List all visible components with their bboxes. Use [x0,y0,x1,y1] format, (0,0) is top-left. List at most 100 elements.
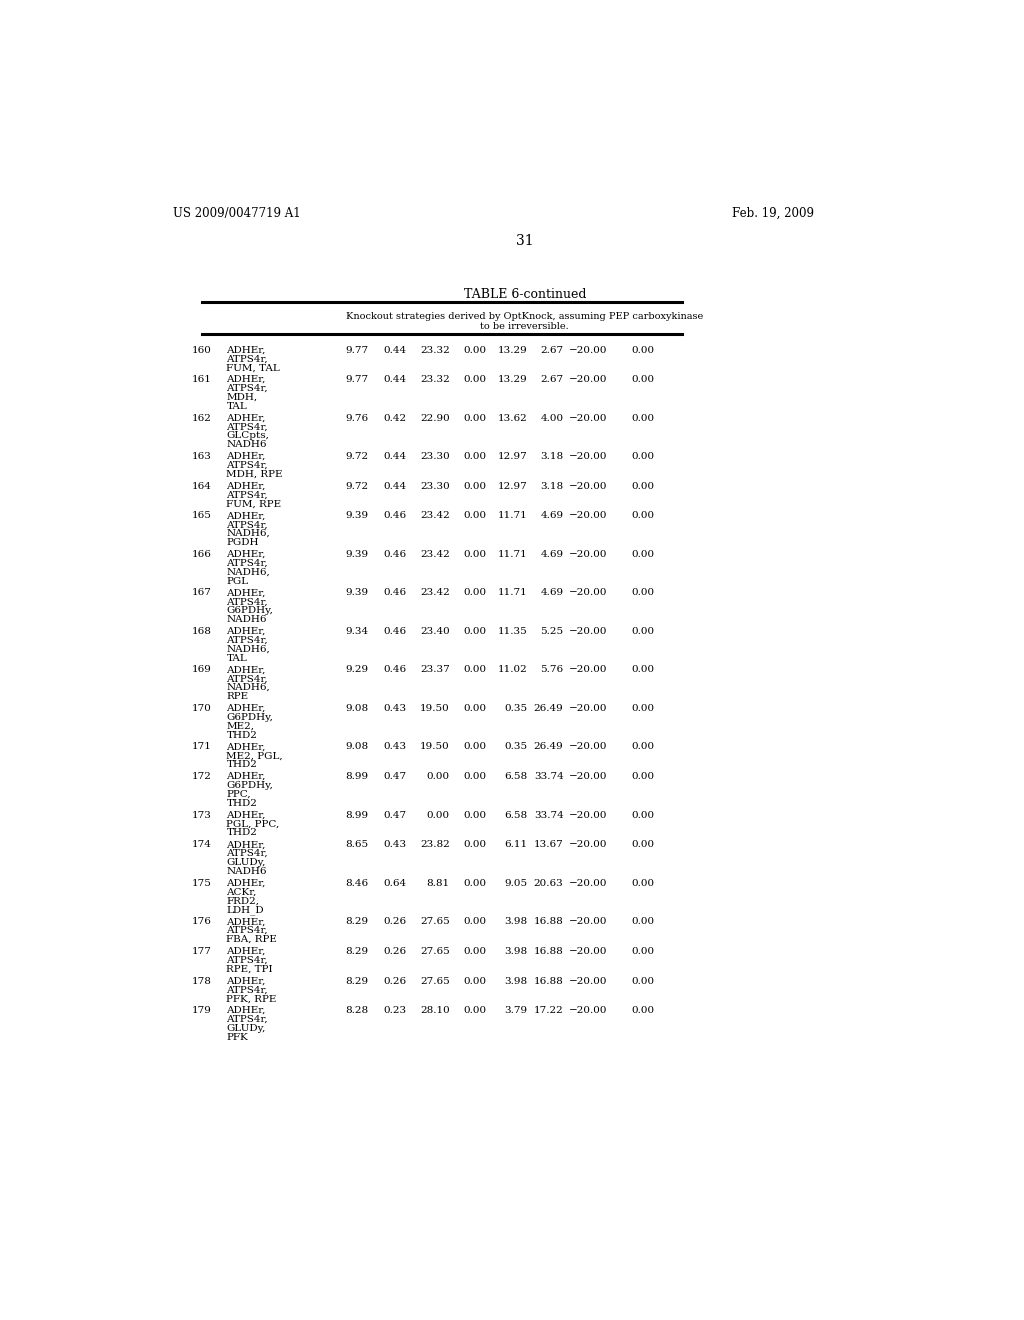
Text: 4.00: 4.00 [541,413,563,422]
Text: −20.00: −20.00 [568,742,607,751]
Text: 13.67: 13.67 [534,841,563,849]
Text: 6.11: 6.11 [504,841,527,849]
Text: 0.00: 0.00 [632,742,655,751]
Text: 0.00: 0.00 [427,810,450,820]
Text: 176: 176 [191,917,212,927]
Text: 0.00: 0.00 [632,453,655,461]
Text: 17.22: 17.22 [534,1006,563,1015]
Text: 0.00: 0.00 [632,704,655,713]
Text: GLUDy,: GLUDy, [226,858,266,867]
Text: 8.29: 8.29 [345,946,369,956]
Text: NADH6: NADH6 [226,867,267,875]
Text: 3.98: 3.98 [504,946,527,956]
Text: TAL: TAL [226,401,247,411]
Text: 13.29: 13.29 [498,346,527,355]
Text: −20.00: −20.00 [568,879,607,888]
Text: 9.72: 9.72 [345,453,369,461]
Text: ATPS4r,: ATPS4r, [226,354,268,363]
Text: 16.88: 16.88 [534,917,563,927]
Text: 0.00: 0.00 [464,879,486,888]
Text: ADHEr,: ADHEr, [226,665,266,675]
Text: 0.00: 0.00 [464,704,486,713]
Text: 23.82: 23.82 [420,841,450,849]
Text: 23.42: 23.42 [420,589,450,598]
Text: 0.44: 0.44 [384,346,407,355]
Text: 27.65: 27.65 [420,917,450,927]
Text: ADHEr,: ADHEr, [226,810,266,820]
Text: 0.26: 0.26 [384,946,407,956]
Text: 0.00: 0.00 [632,627,655,636]
Text: 0.00: 0.00 [464,482,486,491]
Text: 0.00: 0.00 [632,1006,655,1015]
Text: 0.00: 0.00 [464,346,486,355]
Text: −20.00: −20.00 [568,977,607,986]
Text: PFK: PFK [226,1032,248,1041]
Text: 165: 165 [191,511,212,520]
Text: ATPS4r,: ATPS4r, [226,558,268,568]
Text: 6.58: 6.58 [504,772,527,781]
Text: 0.00: 0.00 [632,482,655,491]
Text: 8.99: 8.99 [345,810,369,820]
Text: 23.32: 23.32 [420,375,450,384]
Text: 9.77: 9.77 [345,375,369,384]
Text: ADHEr,: ADHEr, [226,742,266,751]
Text: −20.00: −20.00 [568,627,607,636]
Text: 0.00: 0.00 [632,879,655,888]
Text: 0.00: 0.00 [632,375,655,384]
Text: 0.00: 0.00 [632,550,655,558]
Text: THD2: THD2 [226,829,257,837]
Text: FRD2,: FRD2, [226,896,259,906]
Text: 0.00: 0.00 [464,511,486,520]
Text: ADHEr,: ADHEr, [226,375,266,384]
Text: 0.00: 0.00 [632,589,655,598]
Text: PPC,: PPC, [226,789,251,799]
Text: 19.50: 19.50 [420,742,450,751]
Text: NADH6,: NADH6, [226,568,270,577]
Text: 12.97: 12.97 [498,482,527,491]
Text: 9.39: 9.39 [345,511,369,520]
Text: 179: 179 [191,1006,212,1015]
Text: 0.00: 0.00 [632,946,655,956]
Text: 9.05: 9.05 [504,879,527,888]
Text: 8.81: 8.81 [427,879,450,888]
Text: −20.00: −20.00 [568,589,607,598]
Text: 168: 168 [191,627,212,636]
Text: Knockout strategies derived by OptKnock, assuming PEP carboxykinase: Knockout strategies derived by OptKnock,… [346,313,703,321]
Text: Feb. 19, 2009: Feb. 19, 2009 [732,207,814,220]
Text: ADHEr,: ADHEr, [226,977,266,986]
Text: 175: 175 [191,879,212,888]
Text: G6PDHy,: G6PDHy, [226,713,273,722]
Text: ADHEr,: ADHEr, [226,879,266,888]
Text: 0.00: 0.00 [632,977,655,986]
Text: 0.00: 0.00 [464,772,486,781]
Text: 23.40: 23.40 [420,627,450,636]
Text: ADHEr,: ADHEr, [226,627,266,636]
Text: 0.00: 0.00 [464,453,486,461]
Text: ADHEr,: ADHEr, [226,946,266,956]
Text: THD2: THD2 [226,730,257,739]
Text: ADHEr,: ADHEr, [226,550,266,558]
Text: 0.46: 0.46 [384,511,407,520]
Text: ATPS4r,: ATPS4r, [226,491,268,500]
Text: 0.47: 0.47 [384,810,407,820]
Text: ADHEr,: ADHEr, [226,917,266,927]
Text: 8.65: 8.65 [345,841,369,849]
Text: ATPS4r,: ATPS4r, [226,598,268,606]
Text: 9.34: 9.34 [345,627,369,636]
Text: 171: 171 [191,742,212,751]
Text: 12.97: 12.97 [498,453,527,461]
Text: −20.00: −20.00 [568,375,607,384]
Text: ADHEr,: ADHEr, [226,1006,266,1015]
Text: ATPS4r,: ATPS4r, [226,520,268,529]
Text: ADHEr,: ADHEr, [226,511,266,520]
Text: 4.69: 4.69 [541,589,563,598]
Text: 3.98: 3.98 [504,977,527,986]
Text: ADHEr,: ADHEr, [226,589,266,598]
Text: 0.00: 0.00 [632,346,655,355]
Text: LDH_D: LDH_D [226,906,264,915]
Text: 8.46: 8.46 [345,879,369,888]
Text: −20.00: −20.00 [568,482,607,491]
Text: −20.00: −20.00 [568,810,607,820]
Text: 0.47: 0.47 [384,772,407,781]
Text: 8.28: 8.28 [345,1006,369,1015]
